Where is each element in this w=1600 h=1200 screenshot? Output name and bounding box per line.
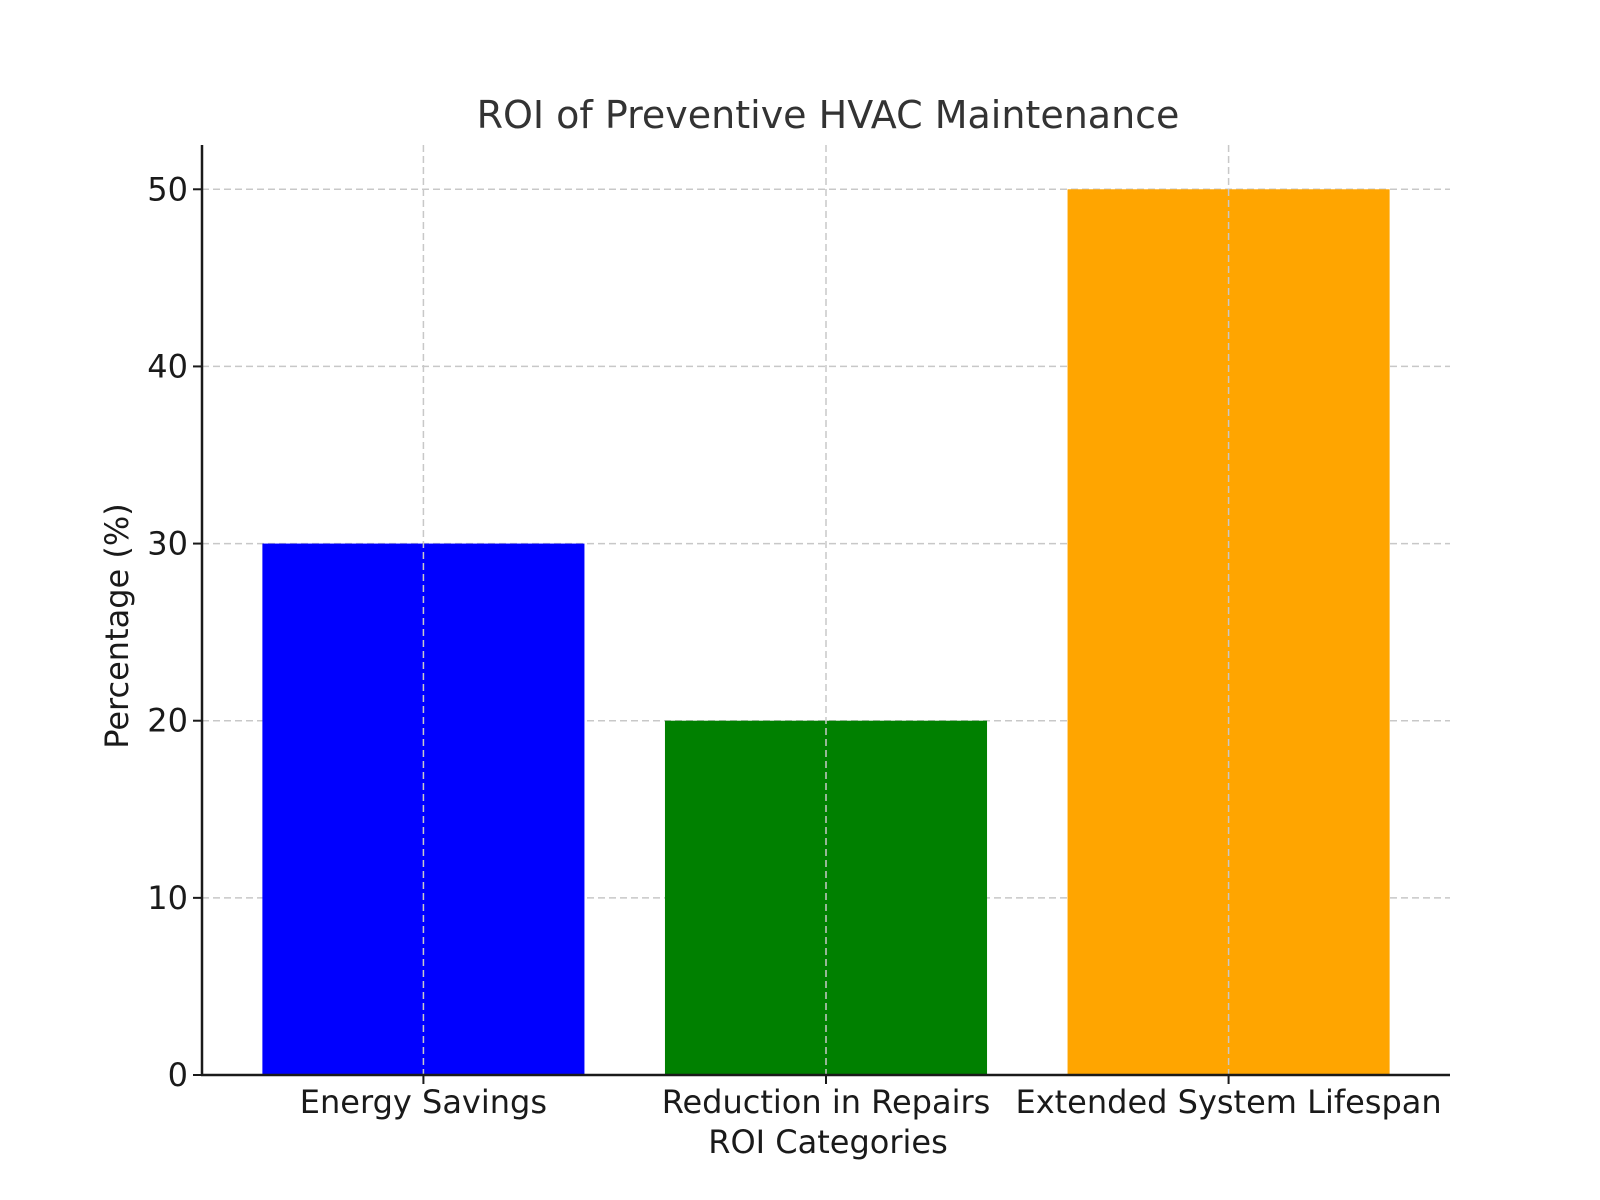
ticks: 0 10 20 30 40 50 Energy Savings Reduction in Re… [147, 170, 1441, 1121]
vertical-grid [422, 145, 1230, 1075]
x-tick-label: Reduction in Repairs [662, 1083, 991, 1121]
y-tick-label: 40 [147, 347, 188, 385]
chart-title: ROI of Preventive HVAC Maintenance [477, 93, 1180, 137]
x-tick-label: Energy Savings [300, 1083, 547, 1121]
y-tick-label: 30 [147, 525, 188, 563]
y-axis-label: Percentage (%) [98, 503, 136, 749]
x-axis-label: ROI Categories [708, 1123, 948, 1161]
y-tick-label: 10 [147, 879, 188, 917]
y-tick-label: 50 [147, 170, 188, 208]
x-tick-label: Extended System Lifespan [1015, 1083, 1441, 1121]
y-tick-label: 0 [168, 1056, 188, 1094]
y-tick-label: 20 [147, 702, 188, 740]
